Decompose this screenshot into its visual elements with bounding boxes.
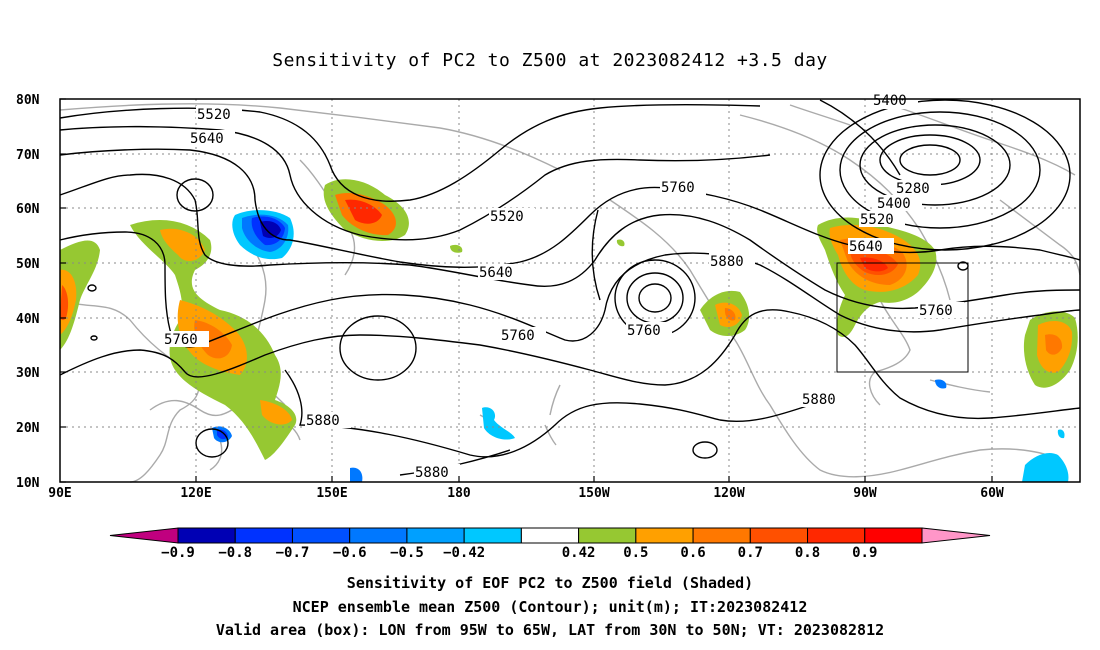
caption-contour: NCEP ensemble mean Z500 (Contour); unit(… xyxy=(292,598,808,616)
caption-shaded: Sensitivity of EOF PC2 to Z500 field (Sh… xyxy=(346,574,754,592)
contour-label: 5880 xyxy=(306,413,340,429)
colorbar-left-triangle xyxy=(109,527,179,544)
contour-label: 5760 xyxy=(501,328,535,344)
colorbar-label: 0.42 xyxy=(562,545,596,561)
colorbar-swatch xyxy=(635,527,694,544)
longitude-labels: 90E 120E 150E 180 150W 120W 90W 60W xyxy=(48,486,1004,501)
contour-label: 5400 xyxy=(877,196,911,212)
lon-label: 60W xyxy=(980,486,1004,501)
colorbar-swatch xyxy=(578,527,637,544)
colorbar-swatch xyxy=(520,527,580,544)
colorbar-label: −0.9 xyxy=(161,545,195,561)
contour-label: 5760 xyxy=(164,332,198,348)
valid-area-box xyxy=(836,262,969,373)
colorbar-label: −0.42 xyxy=(443,545,485,561)
colorbar-swatch xyxy=(406,527,465,544)
colorbar-label: 0.8 xyxy=(795,545,820,561)
lat-label: 10N xyxy=(16,476,40,491)
contour-label: 5520 xyxy=(860,212,894,228)
contour-label: 5640 xyxy=(190,131,224,147)
lon-label: 150E xyxy=(316,486,347,501)
colorbar-swatch xyxy=(692,527,751,544)
colorbar-swatch xyxy=(291,527,351,544)
lon-label: 120W xyxy=(713,486,744,501)
contour-label: 5760 xyxy=(661,180,695,196)
contour-label: 5880 xyxy=(415,465,449,481)
colorbar-swatch xyxy=(177,527,236,544)
lat-label: 20N xyxy=(16,421,40,436)
latitude-labels: 80N 70N 60N 50N 40N 30N 20N 10N xyxy=(16,93,40,491)
map-area xyxy=(60,99,1080,482)
colorbar: −0.9 −0.8 −0.7 −0.6 −0.5 −0.42 0.42 0.5 0.6 0.7 0.… xyxy=(109,527,991,561)
colorbar-label: −0.5 xyxy=(390,545,424,561)
lon-label: 150W xyxy=(578,486,609,501)
colorbar-swatch xyxy=(807,527,866,544)
contour-label: 5280 xyxy=(896,181,930,197)
colorbar-swatch xyxy=(349,527,408,544)
colorbar-right-triangle xyxy=(921,527,991,544)
map-title: Sensitivity of PC2 to Z500 at 2023082412… xyxy=(272,50,828,71)
contour-label: 5520 xyxy=(490,209,524,225)
colorbar-swatch xyxy=(463,527,522,544)
caption-valid-area: Valid area (box): LON from 95W to 65W, L… xyxy=(215,621,885,639)
contour-label: 5880 xyxy=(710,254,744,270)
contour-label: 5400 xyxy=(873,93,907,109)
colorbar-swatch xyxy=(749,527,809,544)
colorbar-label: 0.7 xyxy=(738,545,763,561)
contour-label: 5640 xyxy=(849,239,883,255)
lat-label: 60N xyxy=(16,202,40,217)
colorbar-label: 0.9 xyxy=(852,545,877,561)
contour-label: 5520 xyxy=(197,107,231,123)
contour-labels: 5520 5640 5520 5640 5760 5760 5760 5760 … xyxy=(163,93,964,481)
contour-label: 5760 xyxy=(627,323,661,339)
lat-label: 50N xyxy=(16,257,40,272)
lon-label: 90E xyxy=(48,486,71,501)
contour-label: 5640 xyxy=(479,265,513,281)
colorbar-label: −0.7 xyxy=(276,545,310,561)
map-frame xyxy=(59,98,1081,483)
lat-label: 30N xyxy=(16,366,40,381)
graticule xyxy=(60,99,1080,482)
lon-label: 90W xyxy=(853,486,877,501)
axis-ticks xyxy=(60,98,993,483)
colorbar-swatch xyxy=(234,527,293,544)
contour-label: 5880 xyxy=(802,392,836,408)
contour-label: 5760 xyxy=(919,303,953,319)
colorbar-swatch xyxy=(864,527,923,544)
lon-label: 120E xyxy=(180,486,211,501)
colorbar-label: 0.5 xyxy=(623,545,648,561)
colorbar-label: −0.6 xyxy=(333,545,367,561)
lon-label: 180 xyxy=(447,486,471,501)
lat-label: 80N xyxy=(16,93,40,108)
colorbar-label: −0.8 xyxy=(218,545,252,561)
lat-label: 70N xyxy=(16,148,40,163)
colorbar-label: 0.6 xyxy=(680,545,705,561)
lat-label: 40N xyxy=(16,312,40,327)
